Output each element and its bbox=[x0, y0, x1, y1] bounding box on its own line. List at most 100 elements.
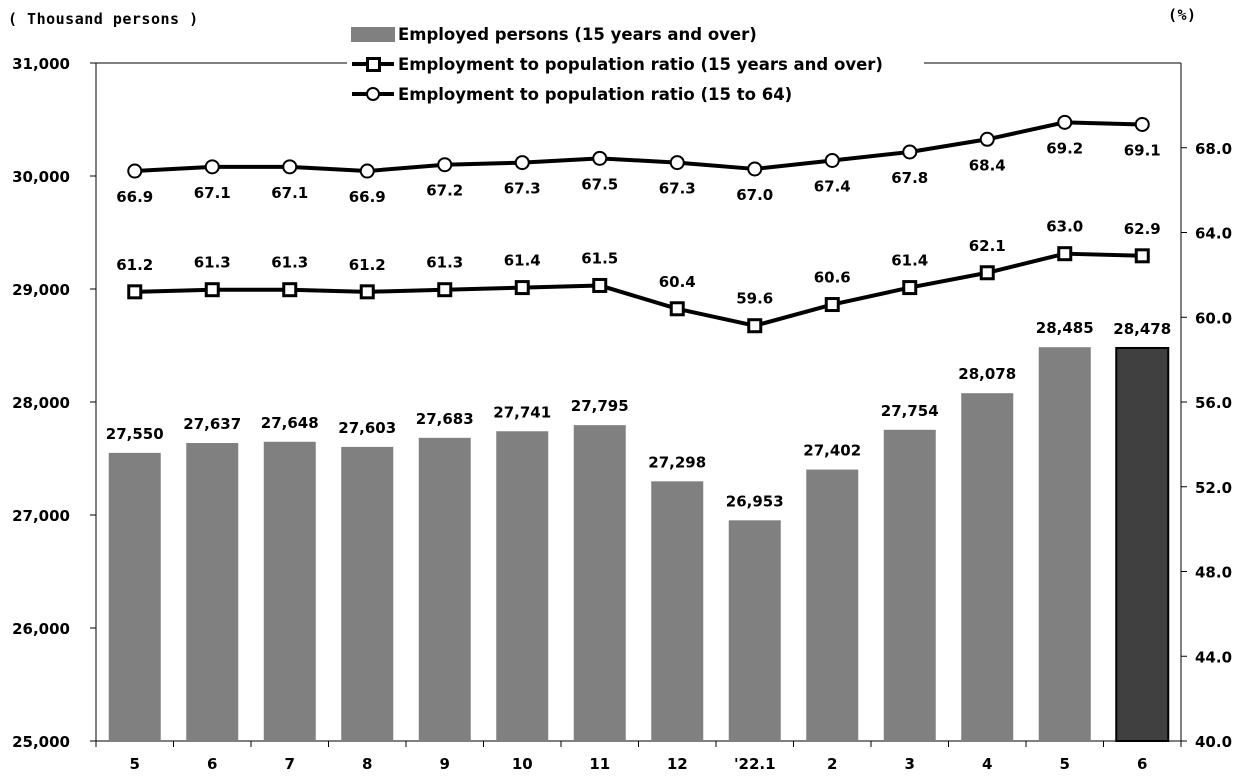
left-tick-label: 27,000 bbox=[12, 507, 70, 525]
line-value-label: 62.1 bbox=[969, 237, 1006, 255]
bar-employed bbox=[1038, 347, 1091, 741]
marker-circle bbox=[514, 155, 530, 171]
line-value-label: 66.9 bbox=[116, 188, 153, 206]
line-value-label: 69.1 bbox=[1124, 141, 1161, 159]
marker-square bbox=[747, 318, 763, 334]
marker-circle bbox=[204, 159, 220, 175]
line-value-label: 59.6 bbox=[736, 290, 773, 308]
legend-item-employed: Employed persons (15 years and over) bbox=[350, 19, 883, 49]
left-axis-unit: ( Thousand persons ) bbox=[8, 10, 199, 28]
bar-employed bbox=[806, 469, 859, 741]
bar-value-label: 26,953 bbox=[726, 492, 784, 510]
x-tick-label: 7 bbox=[285, 755, 295, 773]
line-value-label: 61.4 bbox=[891, 252, 928, 270]
marker-circle bbox=[1134, 116, 1150, 132]
left-tick-label: 30,000 bbox=[12, 168, 70, 186]
line-value-label: 69.2 bbox=[1046, 139, 1083, 157]
left-tick-label: 28,000 bbox=[12, 394, 70, 412]
x-tick-label: 6 bbox=[207, 755, 217, 773]
line-ratio-15-64 bbox=[134, 120, 1143, 174]
bar-employed bbox=[496, 431, 549, 741]
marker-square bbox=[1057, 246, 1073, 262]
x-tick-label: 2 bbox=[827, 755, 837, 773]
bar-employed bbox=[961, 393, 1014, 741]
line-value-label: 67.4 bbox=[814, 177, 851, 195]
line-value-label: 62.9 bbox=[1124, 220, 1161, 238]
marker-circle bbox=[979, 131, 995, 147]
line-value-label: 66.9 bbox=[349, 188, 386, 206]
x-tick-label: 9 bbox=[440, 755, 450, 773]
bar-value-label: 27,298 bbox=[648, 453, 706, 471]
marker-square bbox=[127, 284, 143, 300]
right-tick-label: 44.0 bbox=[1195, 648, 1232, 666]
left-tick-label: 26,000 bbox=[12, 620, 70, 638]
legend-item-ratio-15-over: Employment to population ratio (15 years… bbox=[350, 49, 883, 79]
marker-square bbox=[514, 280, 530, 296]
line-value-label: 67.1 bbox=[194, 184, 231, 202]
legend-label-employed: Employed persons (15 years and over) bbox=[398, 24, 757, 44]
marker-circle bbox=[359, 163, 375, 179]
x-tick-label: 8 bbox=[362, 755, 372, 773]
right-tick-label: 68.0 bbox=[1195, 140, 1232, 158]
marker-square bbox=[902, 280, 918, 296]
marker-square bbox=[669, 301, 685, 317]
bar-value-label: 28,078 bbox=[958, 365, 1016, 383]
bar-employed bbox=[883, 429, 936, 741]
bar-value-label: 27,754 bbox=[881, 402, 939, 420]
marker-square bbox=[1134, 248, 1150, 264]
bar-value-label: 27,550 bbox=[106, 425, 164, 443]
line-value-label: 61.3 bbox=[194, 254, 231, 272]
bar-value-label: 27,603 bbox=[338, 419, 396, 437]
line-value-label: 61.3 bbox=[426, 254, 463, 272]
bar-value-label: 27,795 bbox=[571, 397, 629, 415]
marker-square bbox=[282, 282, 298, 298]
right-axis-unit: (%) bbox=[1168, 6, 1197, 24]
line-value-label: 67.0 bbox=[736, 186, 773, 204]
line-value-label: 61.2 bbox=[116, 256, 153, 274]
bar-employed bbox=[573, 425, 626, 741]
bar-employed bbox=[186, 443, 239, 741]
marker-circle bbox=[824, 152, 840, 168]
line-value-label: 67.8 bbox=[891, 169, 928, 187]
line-value-label: 60.4 bbox=[659, 273, 696, 291]
legend-circle-line-swatch bbox=[350, 86, 396, 102]
bar-employed bbox=[108, 452, 161, 741]
x-tick-label: 12 bbox=[667, 755, 688, 773]
legend-bar-swatch bbox=[350, 26, 396, 42]
bar-value-label: 27,402 bbox=[803, 442, 861, 460]
right-tick-label: 40.0 bbox=[1195, 733, 1232, 751]
right-tick-label: 52.0 bbox=[1195, 479, 1232, 497]
left-tick-label: 25,000 bbox=[12, 733, 70, 751]
marker-square bbox=[824, 297, 840, 313]
bar-value-label: 28,485 bbox=[1036, 319, 1094, 337]
line-value-label: 61.2 bbox=[349, 256, 386, 274]
bar-employed bbox=[263, 441, 316, 741]
bar-value-label: 27,637 bbox=[183, 415, 241, 433]
line-value-label: 60.6 bbox=[814, 269, 851, 287]
line-ratio-15-over bbox=[134, 251, 1143, 328]
x-tick-label: 11 bbox=[589, 755, 610, 773]
marker-square bbox=[437, 282, 453, 298]
x-tick-label: '22.1 bbox=[734, 755, 776, 773]
marker-circle bbox=[669, 155, 685, 171]
line-value-label: 61.5 bbox=[581, 249, 618, 267]
left-tick-label: 31,000 bbox=[12, 55, 70, 73]
line-value-label: 67.2 bbox=[426, 182, 463, 200]
x-tick-label: 3 bbox=[905, 755, 915, 773]
line-value-label: 68.4 bbox=[969, 156, 1006, 174]
bar-employed bbox=[728, 520, 781, 741]
bar-employed bbox=[418, 437, 471, 741]
marker-circle bbox=[127, 163, 143, 179]
line-value-label: 63.0 bbox=[1046, 218, 1083, 236]
left-tick-label: 29,000 bbox=[12, 281, 70, 299]
legend-label-ratio-15-64: Employment to population ratio (15 to 64… bbox=[398, 84, 793, 104]
marker-circle bbox=[747, 161, 763, 177]
line-value-label: 67.5 bbox=[581, 175, 618, 193]
marker-circle bbox=[592, 150, 608, 166]
bar-value-label: 27,648 bbox=[261, 414, 319, 432]
line-value-label: 67.1 bbox=[271, 184, 308, 202]
marker-circle bbox=[437, 157, 453, 173]
chart-legend: Employed persons (15 years and over) Emp… bbox=[350, 19, 883, 109]
right-tick-label: 64.0 bbox=[1195, 225, 1232, 243]
x-tick-label: 5 bbox=[1060, 755, 1070, 773]
